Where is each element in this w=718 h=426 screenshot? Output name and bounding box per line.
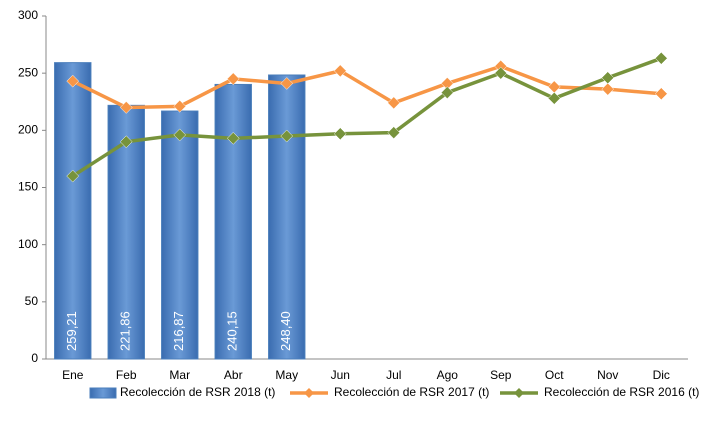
line <box>71 56 662 178</box>
marker <box>547 91 561 105</box>
x-tick-label: Ago <box>437 368 459 382</box>
marker <box>654 87 668 101</box>
legend-swatch <box>89 387 117 399</box>
x-tick-label: Oct <box>545 368 564 382</box>
bar <box>214 83 252 360</box>
y-tick-label: 150 <box>18 180 38 194</box>
x-tick-label: May <box>275 368 298 382</box>
data-label: 259,21 <box>64 311 79 351</box>
data-label: 240,15 <box>225 311 240 351</box>
marker <box>119 101 133 114</box>
x-tick-label: Feb <box>116 368 137 382</box>
legend-marker <box>514 388 524 398</box>
y-tick-label: 100 <box>18 237 38 251</box>
legend-marker <box>304 388 314 398</box>
marker <box>66 169 80 183</box>
x-tick-label: Dic <box>653 368 670 382</box>
marker <box>226 131 240 145</box>
y-tick-label: 50 <box>25 294 39 308</box>
data-label: 221,86 <box>118 311 133 351</box>
marker <box>173 99 187 113</box>
marker <box>547 80 561 94</box>
x-tick-label: Mar <box>169 368 190 382</box>
y-tick-label: 250 <box>18 65 38 79</box>
marker <box>333 64 347 78</box>
marker <box>654 51 668 65</box>
marker <box>494 66 508 80</box>
y-tick-label: 200 <box>18 123 38 137</box>
marker <box>333 127 347 141</box>
data-label: 248,40 <box>278 311 293 351</box>
x-tick-label: Ene <box>62 368 84 382</box>
bar <box>54 62 92 360</box>
y-tick-label: 0 <box>31 351 38 365</box>
marker <box>387 96 401 110</box>
marker <box>601 82 615 96</box>
marker <box>387 126 401 139</box>
legend-label: Recolección de RSR 2016 (t) <box>544 385 699 399</box>
legend-label: Recolección de RSR 2018 (t) <box>120 385 275 399</box>
line <box>71 64 662 110</box>
x-tick-label: Abr <box>224 368 243 382</box>
marker <box>440 86 454 99</box>
marker <box>280 77 294 90</box>
x-tick-label: Jul <box>386 368 401 382</box>
x-tick-label: Nov <box>597 368 618 382</box>
data-label: 216,87 <box>171 311 186 351</box>
y-tick-label: 300 <box>18 8 38 22</box>
marker <box>66 74 80 88</box>
marker <box>119 135 133 149</box>
x-tick-label: Sep <box>490 368 512 382</box>
x-tick-label: Jun <box>331 368 350 382</box>
marker <box>280 129 294 143</box>
legend-label: Recolección de RSR 2017 (t) <box>334 385 489 399</box>
bar <box>161 110 199 360</box>
marker <box>173 128 187 142</box>
marker <box>601 71 615 85</box>
marker <box>226 72 240 86</box>
bar <box>268 74 306 360</box>
